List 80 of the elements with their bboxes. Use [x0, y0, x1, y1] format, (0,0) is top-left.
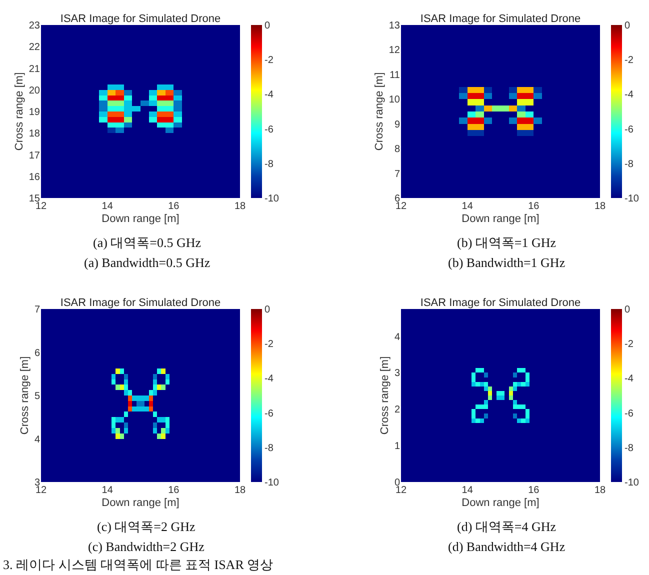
x-tick-label: 14	[102, 485, 114, 496]
color-bar-label: 0	[624, 304, 630, 316]
text: (a) Bandwidth=0.5 GHz	[84, 255, 210, 270]
text: 3. 레이다 시스템 대역폭에 따른 표적 ISAR 영상	[3, 557, 274, 572]
x-tick-label: 14	[462, 485, 474, 496]
color-bar-label: -8	[624, 158, 634, 170]
y-tick-label: 13	[388, 20, 400, 32]
x-tick-label: 16	[168, 201, 180, 212]
text: (d) 대역폭=4 GHz	[457, 519, 556, 534]
x-tick-label: 16	[528, 485, 540, 496]
color-bar-label: -10	[264, 194, 280, 204]
color-bar-label: -2	[264, 339, 274, 350]
text: (a) 대역폭=0.5 GHz	[93, 235, 202, 250]
y-axis-title: Cross range [m]	[14, 72, 26, 151]
y-tick-label: 12	[388, 45, 400, 56]
y-axis-title: Cross range [m]	[374, 72, 386, 151]
x-axis-title: Down range [m]	[102, 213, 180, 226]
x-tick-label: 14	[102, 201, 114, 212]
y-tick-label: 19	[28, 107, 40, 118]
y-tick-label: 7	[394, 168, 400, 180]
color-bar-label: 0	[264, 304, 270, 316]
color-bar-label: -2	[264, 55, 274, 66]
color-bar-label: -8	[264, 442, 274, 454]
color-bar-label: -2	[624, 339, 634, 350]
y-tick-label: 22	[28, 42, 40, 54]
y-tick-label: 3	[394, 368, 400, 380]
text: (d) Bandwidth=4 GHz	[448, 539, 566, 554]
chart-title: ISAR Image for Simulated Drone	[60, 13, 221, 25]
x-axis-title: Down range [m]	[462, 213, 540, 226]
color-bar-label: 0	[624, 20, 630, 32]
chart-title: ISAR Image for Simulated Drone	[420, 13, 581, 25]
x-tick-label: 18	[594, 485, 606, 496]
y-tick-label: 18	[28, 128, 40, 140]
x-tick-label: 18	[234, 201, 246, 212]
y-tick-label: 17	[28, 150, 40, 162]
y-tick-label: 20	[28, 85, 40, 96]
y-tick-label: 4	[394, 332, 400, 343]
color-bar-label: -10	[624, 194, 640, 204]
y-tick-label: 5	[34, 391, 40, 402]
y-tick-label: 10	[388, 94, 400, 106]
color-bar-label: -4	[264, 90, 274, 101]
y-axis-title: Cross range [m]	[19, 356, 32, 435]
text: (c) Bandwidth=2 GHz	[88, 539, 205, 554]
y-tick-label: 23	[28, 20, 40, 32]
color-bar-label: -4	[264, 374, 274, 385]
text: (b) Bandwidth=1 GHz	[448, 255, 566, 270]
color-bar-label: -8	[624, 442, 634, 454]
color-bar-label: -6	[264, 408, 274, 420]
x-tick-label: 18	[594, 201, 606, 212]
color-bar-label: -2	[624, 55, 634, 66]
y-tick-label: 8	[394, 144, 400, 156]
y-axis-title: Cross range [m]	[379, 356, 392, 435]
color-bar-label: -8	[264, 158, 274, 170]
text: (b) 대역폭=1 GHz	[457, 235, 556, 250]
x-tick-label: 18	[234, 485, 246, 496]
color-bar-label: -4	[624, 374, 634, 385]
y-tick-label: 7	[34, 304, 40, 316]
y-tick-label: 1	[394, 441, 400, 452]
chart-title: ISAR Image for Simulated Drone	[420, 297, 581, 309]
y-tick-label: 9	[394, 119, 400, 130]
text: (c) 대역폭=2 GHz	[97, 519, 196, 534]
y-tick-label: 2	[394, 404, 400, 416]
color-bar-label: -6	[624, 124, 634, 136]
color-bar-label: -10	[624, 478, 640, 488]
color-bar-label: -4	[624, 90, 634, 101]
y-tick-label: 11	[390, 70, 400, 81]
x-tick-label: 14	[462, 201, 474, 212]
y-tick-label: 16	[28, 172, 40, 183]
y-tick-label: 4	[34, 434, 40, 446]
chart-title: ISAR Image for Simulated Drone	[60, 297, 221, 309]
color-bar-label: -10	[264, 478, 280, 488]
x-axis-title: Down range [m]	[462, 497, 540, 510]
color-bar-label: -6	[624, 408, 634, 420]
x-tick-label: 16	[528, 201, 540, 212]
y-tick-label: 6	[34, 348, 40, 359]
color-bar-label: 0	[264, 20, 270, 32]
x-axis-title: Down range [m]	[102, 497, 180, 510]
y-tick-label: 21	[28, 64, 40, 75]
x-tick-label: 16	[168, 485, 180, 496]
color-bar-label: -6	[264, 124, 274, 136]
